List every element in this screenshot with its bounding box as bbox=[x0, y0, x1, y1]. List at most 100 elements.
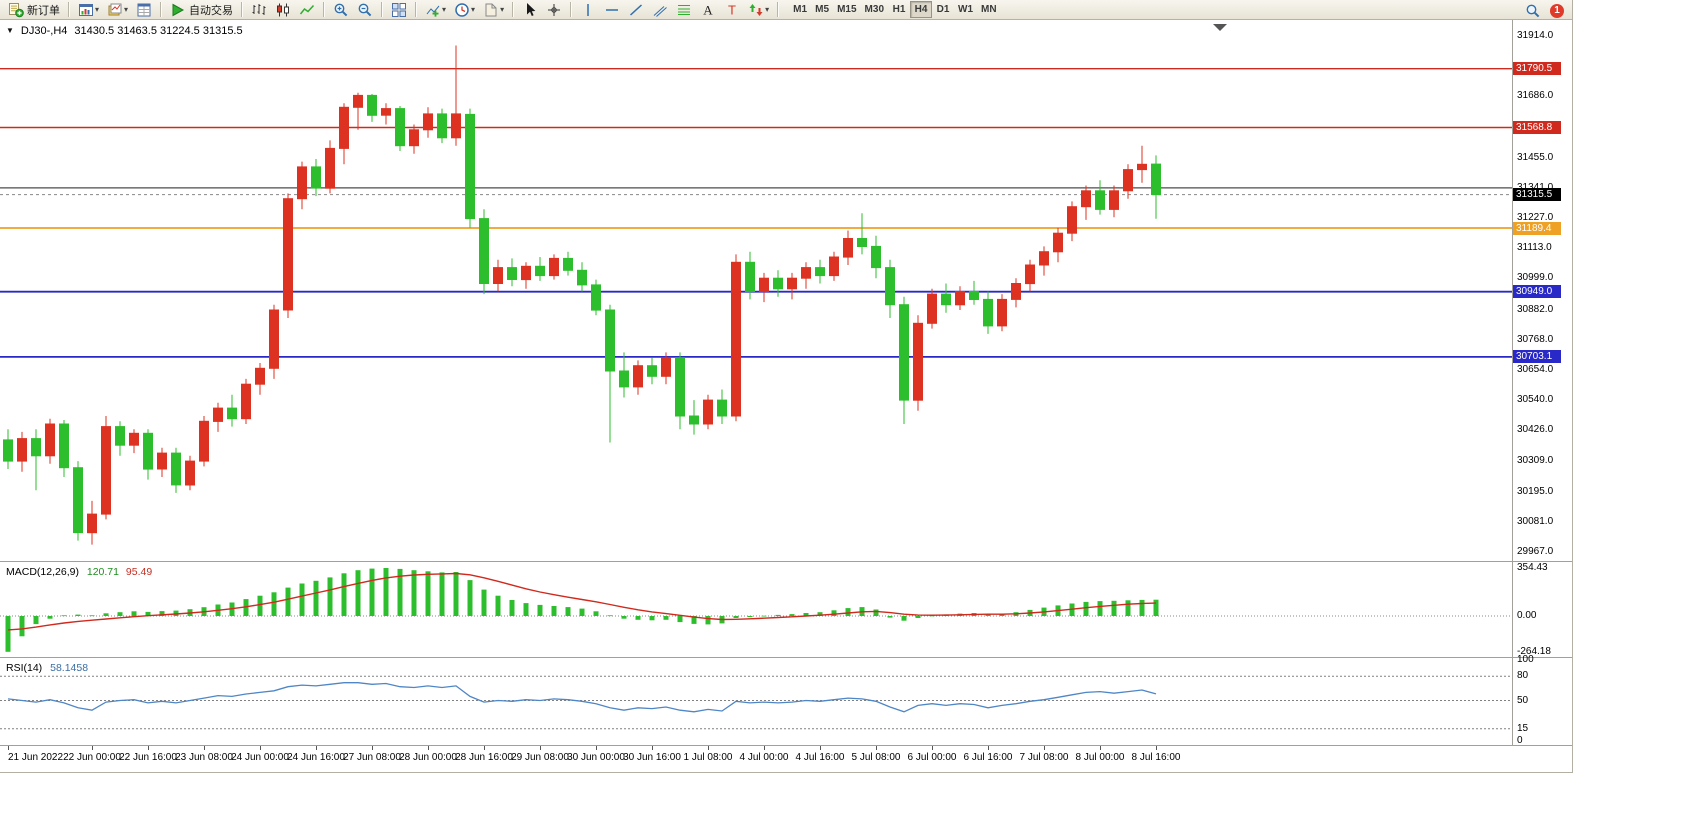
arrows-icon bbox=[748, 2, 764, 18]
caret-down-icon: ▾ bbox=[500, 5, 505, 14]
autotrade-button[interactable]: 自动交易 bbox=[167, 1, 236, 19]
new-order-button-label: 新订单 bbox=[27, 4, 60, 17]
profiles-button[interactable]: ▾ bbox=[104, 1, 131, 19]
toolbar-separator bbox=[777, 2, 780, 17]
horizontal-line-button[interactable] bbox=[601, 1, 623, 19]
arrows-button[interactable]: ▾ bbox=[745, 1, 772, 19]
data-window-icon bbox=[136, 2, 152, 18]
timeframe-M30-button[interactable]: M30 bbox=[861, 1, 888, 18]
new-order-button[interactable]: 新订单 bbox=[5, 1, 63, 19]
price-tick-label: 30882.0 bbox=[1517, 304, 1554, 315]
pane-splitter[interactable] bbox=[0, 561, 1572, 562]
price-tick-label: 31914.0 bbox=[1517, 30, 1554, 41]
timeframe-toolbar: M1 M5 M15 M30 H1 H4 D1 W1 MN bbox=[789, 1, 1000, 18]
new-order-icon bbox=[8, 2, 24, 18]
price-tick-label: 30768.0 bbox=[1517, 334, 1554, 345]
line-chart-button[interactable] bbox=[296, 1, 318, 19]
timeframe-D1-button[interactable]: D1 bbox=[932, 1, 954, 18]
time-axis-label: 7 Jul 08:00 bbox=[1019, 752, 1069, 763]
caret-down-icon: ▾ bbox=[124, 5, 129, 14]
toolbar-right: 1 bbox=[1521, 2, 1564, 20]
bars-button[interactable] bbox=[248, 1, 270, 19]
text-icon: A bbox=[700, 2, 716, 18]
one-click-collapse-icon[interactable]: ▼ bbox=[6, 26, 14, 35]
caret-down-icon: ▾ bbox=[765, 5, 770, 14]
search-button[interactable] bbox=[1522, 2, 1544, 20]
timeframe-H4-button[interactable]: H4 bbox=[910, 1, 932, 18]
macd-plot[interactable] bbox=[0, 562, 1512, 658]
svg-text:A: A bbox=[703, 2, 713, 17]
macd-tick-label: 0.00 bbox=[1517, 610, 1537, 621]
cursor-button[interactable] bbox=[519, 1, 541, 19]
current-price-tag: 31315.5 bbox=[1513, 188, 1561, 201]
rsi-tick-label: 15 bbox=[1517, 723, 1529, 734]
zoom-out-button[interactable] bbox=[354, 1, 376, 19]
periods-button[interactable]: ▾ bbox=[451, 1, 478, 19]
time-axis-label: 21 Jun 2022 bbox=[8, 752, 64, 763]
price-tick-label: 31341.0 bbox=[1517, 182, 1554, 193]
new-chart-button[interactable]: ▾ bbox=[75, 1, 102, 19]
price-tick-label: 30654.0 bbox=[1517, 364, 1554, 375]
time-axis-label: 24 Jun 16:00 bbox=[287, 752, 345, 763]
toolbar-separator bbox=[415, 2, 418, 17]
time-axis-label: 6 Jul 00:00 bbox=[907, 752, 957, 763]
toolbar-button-groups: 新订单 ▾ ▾ 自动交易 ▾ ▾ ▾ A T ▾ bbox=[4, 1, 773, 19]
zoom-out-icon bbox=[357, 2, 373, 18]
templates-button[interactable]: ▾ bbox=[480, 1, 507, 19]
rsi-plot[interactable] bbox=[0, 658, 1512, 746]
zoom-in-button[interactable] bbox=[330, 1, 352, 19]
pane-splitter[interactable] bbox=[0, 657, 1572, 658]
trendline-button[interactable] bbox=[625, 1, 647, 19]
label-button[interactable]: T bbox=[721, 1, 743, 19]
time-axis-label: 4 Jul 16:00 bbox=[795, 752, 845, 763]
periods-icon bbox=[454, 2, 470, 18]
crosshair-icon bbox=[546, 2, 562, 18]
timeframe-M1-button[interactable]: M1 bbox=[789, 1, 811, 18]
timeframe-M15-button[interactable]: M15 bbox=[833, 1, 860, 18]
autotrade-icon bbox=[170, 2, 186, 18]
trading-terminal-window: 新订单 ▾ ▾ 自动交易 ▾ ▾ ▾ A T ▾ M1 M5 M15 M30 H1 H4 D1 W1 MN 1 ▼… bbox=[0, 0, 1573, 773]
chart-area[interactable]: ▼ DJ30-,H4 31430.5 31463.5 31224.5 31315… bbox=[0, 20, 1572, 772]
text-button[interactable]: A bbox=[697, 1, 719, 19]
price-tick-label: 31227.0 bbox=[1517, 212, 1554, 223]
fibonacci-button[interactable] bbox=[673, 1, 695, 19]
ohlc-values: 31430.5 31463.5 31224.5 31315.5 bbox=[74, 25, 243, 37]
channel-icon bbox=[652, 2, 668, 18]
main-toolbar: 新订单 ▾ ▾ 自动交易 ▾ ▾ ▾ A T ▾ M1 M5 M15 M30 H1 H4 D1 W1 MN 1 bbox=[0, 0, 1572, 20]
tile-windows-button[interactable] bbox=[388, 1, 410, 19]
timeframe-M5-button[interactable]: M5 bbox=[811, 1, 833, 18]
price-level-tag: 30703.1 bbox=[1513, 350, 1561, 363]
candles-icon bbox=[275, 2, 291, 18]
indicators-icon bbox=[425, 2, 441, 18]
indicators-button[interactable]: ▾ bbox=[422, 1, 449, 19]
price-level-tag: 31790.5 bbox=[1513, 62, 1561, 75]
data-window-button[interactable] bbox=[133, 1, 155, 19]
timeframe-W1-button[interactable]: W1 bbox=[954, 1, 977, 18]
toolbar-separator bbox=[160, 2, 163, 17]
timeframe-H1-button[interactable]: H1 bbox=[888, 1, 910, 18]
price-level-tag: 31568.8 bbox=[1513, 121, 1561, 134]
cursor-icon bbox=[522, 2, 538, 18]
channel-button[interactable] bbox=[649, 1, 671, 19]
rsi-tick-label: 50 bbox=[1517, 695, 1529, 706]
candlesticks-button[interactable] bbox=[272, 1, 294, 19]
caret-down-icon: ▾ bbox=[95, 5, 100, 14]
toolbar-separator bbox=[381, 2, 384, 17]
price-tick-label: 30426.0 bbox=[1517, 424, 1554, 435]
time-axis-label: 22 Jun 00:00 bbox=[63, 752, 121, 763]
rsi-indicator-label: RSI(14) 58.1458 bbox=[6, 662, 88, 674]
timeframe-MN-button[interactable]: MN bbox=[977, 1, 1001, 18]
pane-splitter[interactable] bbox=[0, 745, 1572, 746]
rsi-name: RSI(14) bbox=[6, 662, 43, 674]
notification-badge[interactable]: 1 bbox=[1550, 4, 1564, 18]
vertical-line-button[interactable] bbox=[577, 1, 599, 19]
caret-down-icon: ▾ bbox=[471, 5, 476, 14]
price-plot[interactable] bbox=[0, 20, 1512, 562]
price-tick-label: 31455.0 bbox=[1517, 152, 1554, 163]
line-chart-icon bbox=[299, 2, 315, 18]
price-axis-border bbox=[1512, 20, 1513, 746]
templates-icon bbox=[483, 2, 499, 18]
search-icon bbox=[1525, 3, 1541, 19]
crosshair-button[interactable] bbox=[543, 1, 565, 19]
profiles-icon bbox=[107, 2, 123, 18]
